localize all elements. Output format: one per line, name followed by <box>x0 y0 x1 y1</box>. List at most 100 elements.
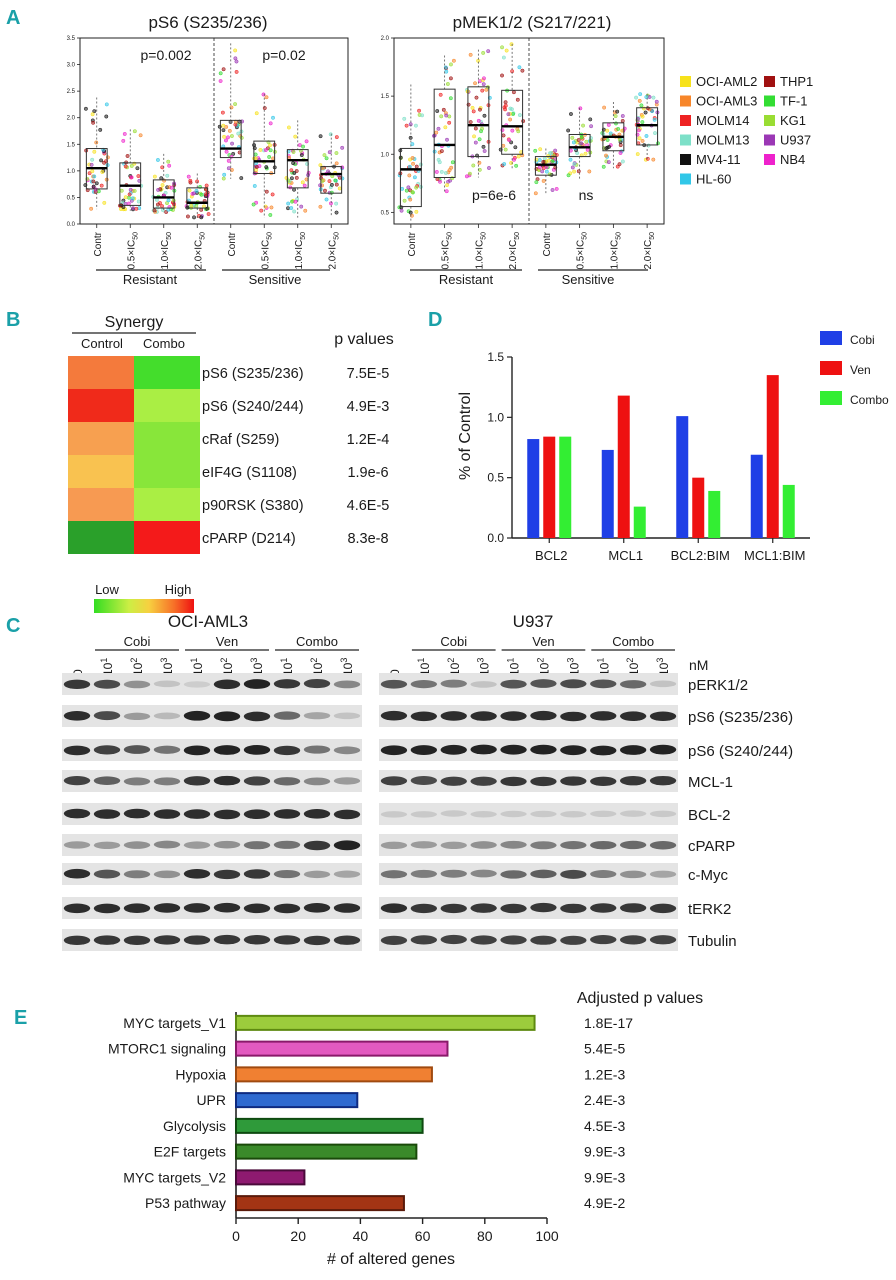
data-point <box>126 201 131 206</box>
data-point <box>570 165 575 170</box>
blot-band <box>590 745 617 756</box>
data-point <box>203 192 208 197</box>
bar-ven <box>692 477 705 538</box>
panel-d-bar-chart: 0.0 0.5 1.0 1.5 BCL2 MCL1 BCL2:BIM MCL1:BIM Cobi… <box>487 331 889 563</box>
data-point <box>104 114 109 119</box>
blot-band <box>93 869 121 879</box>
data-point <box>578 106 583 111</box>
blot-strip <box>379 770 678 792</box>
data-point <box>613 114 618 119</box>
blot-title-u937: U937 <box>513 612 554 631</box>
x-tick-label: Contr <box>93 231 104 256</box>
legend-swatch-mv4-11 <box>680 154 691 165</box>
box-1 <box>119 162 142 206</box>
data-point <box>487 166 491 170</box>
blot-band <box>93 809 121 819</box>
heatmap-row-label: cRaf (S259) <box>202 432 279 448</box>
data-point <box>418 162 423 167</box>
blot-band <box>470 935 497 945</box>
data-point <box>570 135 575 140</box>
blot-band <box>380 710 408 721</box>
data-point <box>434 130 439 135</box>
x-tick-label: 2.0×IC50 <box>327 232 340 270</box>
data-point <box>327 179 332 184</box>
blot-band <box>93 711 121 721</box>
data-point <box>293 134 298 139</box>
data-point <box>129 175 134 180</box>
data-point <box>329 190 334 195</box>
data-point <box>268 213 273 217</box>
blot-band <box>530 902 557 913</box>
pathway-pvalue: 9.9E-3 <box>584 1144 625 1160</box>
blot-band <box>63 711 91 721</box>
data-point <box>130 196 135 201</box>
blot-band <box>470 869 497 878</box>
pathway-pvalue: 1.2E-3 <box>584 1066 625 1082</box>
data-point <box>553 148 558 153</box>
data-point <box>448 96 453 101</box>
blot-title-oci-aml3: OCI-AML3 <box>168 612 248 631</box>
data-point <box>221 128 226 133</box>
x-tick-label: 0.5×IC50 <box>126 232 139 270</box>
blot-band <box>63 776 91 786</box>
blot-band <box>243 744 271 755</box>
lane-label-exponent: 3 <box>655 658 665 663</box>
blot-band <box>153 745 181 754</box>
bar-legend-swatch-ven <box>820 361 842 375</box>
data-point <box>299 153 304 158</box>
blot-band <box>560 903 587 914</box>
data-point <box>501 133 506 138</box>
data-point <box>604 153 608 158</box>
data-point <box>160 204 164 209</box>
data-point <box>482 76 486 81</box>
data-point <box>517 65 522 70</box>
data-point <box>538 147 543 152</box>
data-point <box>540 169 545 174</box>
data-point <box>91 179 96 184</box>
data-point <box>152 208 157 213</box>
pathway-pvalue: 4.9E-2 <box>584 1195 625 1211</box>
bar-legend-label-cobi: Cobi <box>850 333 875 347</box>
data-point <box>292 209 297 214</box>
blot-band <box>273 903 301 914</box>
data-point <box>289 206 294 210</box>
blot-band <box>560 745 587 756</box>
blot-strip <box>62 705 362 727</box>
blot-band <box>183 903 211 913</box>
x-tick-label-subscript: 50 <box>615 232 622 240</box>
blot-band <box>303 840 331 851</box>
blot-band <box>380 745 408 756</box>
data-point <box>102 200 107 205</box>
data-point <box>132 188 137 193</box>
panel-a-left-group-resistant: Resistant <box>123 272 178 287</box>
blot-band <box>123 808 151 819</box>
blot-band <box>560 841 587 850</box>
data-point <box>229 134 234 139</box>
data-point <box>432 149 437 154</box>
blot-band <box>649 870 677 878</box>
data-point <box>402 116 407 121</box>
blot-band <box>440 776 467 786</box>
blot-protein-label: pS6 (S240/244) <box>688 743 793 760</box>
data-point <box>482 149 487 153</box>
data-point <box>286 201 291 206</box>
blot-band <box>273 711 301 720</box>
x-tick-label: 1.0×IC50 <box>474 232 487 270</box>
bar-y-tick-label: 0.0 <box>487 531 504 545</box>
blot-band <box>333 935 361 945</box>
legend-label-molm14: MOLM14 <box>696 113 749 128</box>
blot-band <box>560 776 587 786</box>
heatmap-scale-low: Low <box>95 582 119 597</box>
data-point <box>233 48 238 53</box>
blot-band <box>649 744 677 755</box>
data-point <box>515 97 520 102</box>
data-point <box>514 163 519 168</box>
blot-band <box>333 840 361 851</box>
blot-band <box>303 678 331 689</box>
data-point <box>99 183 104 188</box>
blot-protein-label: BCL-2 <box>688 807 731 824</box>
data-point <box>444 189 449 194</box>
blot-band <box>213 679 241 690</box>
blot-band <box>153 870 181 879</box>
legend-swatch-u937 <box>764 134 775 146</box>
